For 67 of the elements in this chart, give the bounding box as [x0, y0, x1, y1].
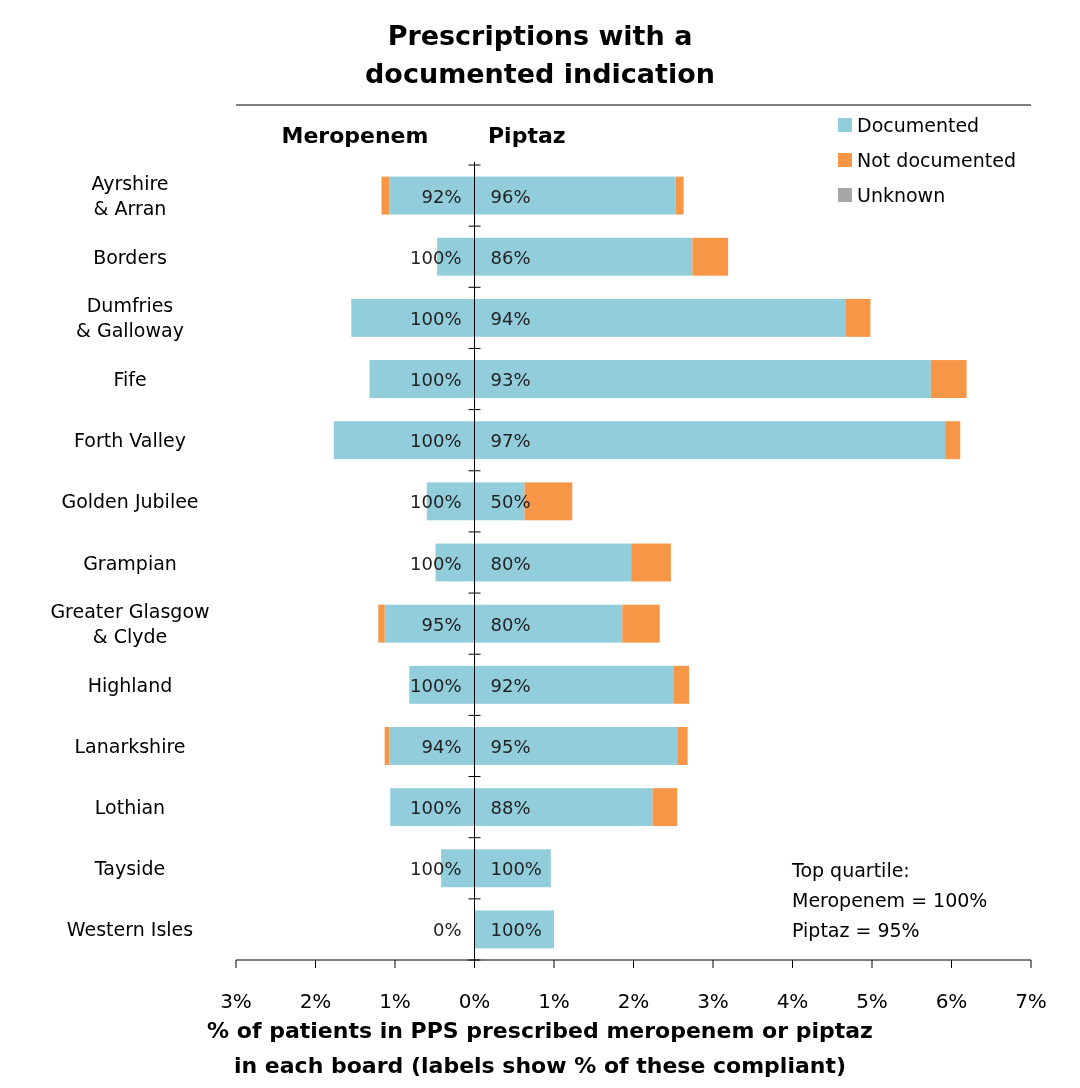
annotation: 80%	[490, 552, 531, 574]
annotation: 100%	[410, 430, 462, 452]
y-tick-label: Fife	[113, 368, 147, 391]
y-tick-label: Dumfries & Galloway	[76, 294, 184, 342]
bar	[930, 360, 967, 398]
annotation: 100%	[410, 797, 462, 819]
annotation: 100%	[410, 246, 462, 268]
x-tick-label: 0%	[458, 989, 491, 1013]
annotation: 92%	[421, 185, 462, 207]
legend-label: Not documented	[857, 149, 1016, 171]
annotation: 88%	[490, 797, 531, 819]
bar	[675, 176, 684, 215]
legend-label: Documented	[857, 114, 980, 136]
bar	[381, 176, 390, 215]
bar	[631, 543, 671, 582]
y-tick-label: Forth Valley	[74, 429, 186, 452]
x-tick-label: 3%	[220, 989, 252, 1013]
annotation: 80%	[490, 613, 531, 635]
y-tick-label: Western Isles	[66, 918, 194, 941]
legend-label: Unknown	[857, 184, 946, 206]
annotation: 100%	[490, 919, 542, 941]
y-tick-label: Greater Glasgow & Clyde	[50, 600, 210, 648]
bar	[845, 298, 871, 337]
bar	[945, 421, 961, 460]
annotation: Top quartile: Meropenem = 100% Piptaz = 95%	[791, 859, 988, 941]
x-tick-label: 4%	[776, 989, 809, 1013]
bar	[692, 237, 729, 276]
bar	[652, 788, 678, 827]
bar	[677, 727, 688, 765]
y-tick-label: Grampian	[83, 551, 177, 574]
bar	[673, 665, 690, 704]
annotation: 100%	[490, 858, 542, 880]
annotation: 100%	[410, 369, 462, 391]
bar	[378, 604, 385, 643]
annotation: 94%	[421, 735, 462, 757]
x-tick-label: 1%	[379, 989, 411, 1013]
annotation: 94%	[490, 307, 531, 329]
bar	[622, 604, 660, 643]
annotation: 93%	[490, 369, 531, 391]
x-tick-label: 2%	[299, 989, 332, 1013]
x-axis-title: % of patients in PPS prescribed meropenem or piptaz in each board (labels show % of these compliant)	[207, 1018, 873, 1078]
annotation: 100%	[410, 858, 462, 880]
annotation: 100%	[410, 674, 462, 696]
y-tick-label: Lothian	[94, 796, 166, 819]
x-tick-label: 1%	[538, 989, 570, 1013]
annotation: 92%	[490, 674, 531, 696]
x-tick-label: 2%	[617, 989, 650, 1013]
y-tick-label: Highland	[87, 673, 173, 696]
annotation: 95%	[421, 613, 462, 635]
annotation: 86%	[490, 246, 531, 268]
x-tick-label: 5%	[856, 989, 888, 1013]
y-tick-label: Tayside	[93, 857, 166, 880]
text: Meropenem	[281, 123, 429, 148]
x-tick-label: 6%	[935, 989, 968, 1013]
chart-title: Prescriptions with a documented indication	[365, 20, 715, 89]
y-tick-label: Golden Jubilee	[61, 490, 199, 513]
annotation: 97%	[490, 430, 531, 452]
text: Piptaz	[488, 123, 566, 148]
annotation: 100%	[410, 307, 462, 329]
annotation: 0%	[432, 919, 462, 941]
annotation: 95%	[490, 735, 531, 757]
y-tick-label: Borders	[93, 245, 167, 268]
x-tick-label: 3%	[697, 989, 729, 1013]
annotation: 96%	[490, 185, 531, 207]
y-tick-label: Lanarkshire	[74, 734, 186, 757]
x-tick-label: 7%	[1015, 989, 1047, 1013]
y-tick-label: Ayrshire & Arran	[91, 172, 169, 220]
